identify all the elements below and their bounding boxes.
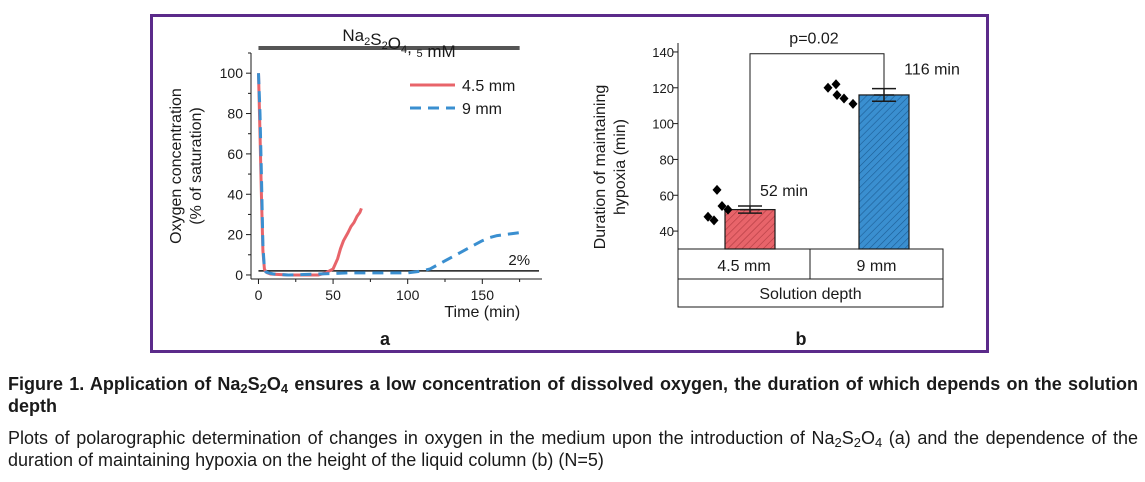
y-axis-label-b: Duration of maintaining [592, 85, 609, 250]
series-line-4-5-mm [257, 73, 363, 277]
x-axis-label: Time (min) [444, 304, 520, 321]
y-tick-label-b: 60 [660, 188, 674, 203]
data-point [832, 89, 842, 100]
data-point [839, 93, 849, 104]
caption-title-prefix: Figure 1. Application of Na [8, 374, 241, 394]
legend-label: 9 mm [462, 101, 502, 118]
x-tick-label: 150 [471, 287, 495, 303]
caption-body: Plots of polarographic determination of … [8, 428, 1138, 470]
caption-title: Figure 1. Application of Na2S2O4 ensures… [8, 374, 1138, 416]
y-tick-label-b: 40 [660, 224, 674, 239]
panel-label-b: b [796, 329, 807, 349]
data-point [709, 215, 719, 226]
legend-label: 4.5 mm [462, 78, 515, 95]
data-point [831, 79, 841, 90]
data-point [723, 204, 733, 215]
x-group-label: Solution depth [759, 286, 861, 303]
data-point [848, 98, 858, 109]
x-tick-label: 0 [255, 287, 263, 303]
data-point [703, 211, 713, 222]
y-axis-label-units: (% of saturation) [188, 107, 205, 224]
y-tick-label: 0 [235, 267, 243, 283]
value-label: 116 min [904, 62, 960, 79]
figure-frame: Na2S2O4, 5 mM 0 20 40 60 80 100 0 50 100 150 Time (… [150, 14, 989, 353]
bar-4-5-mm [724, 208, 776, 250]
y-tick-label: 20 [227, 227, 243, 243]
data-point [823, 82, 833, 93]
panel-b-hypoxia-bar-chart: 40 60 80 100 120 140 Duration of maintaining hy… [592, 31, 960, 349]
header-label: Na2S2O4, 5 mM [342, 26, 455, 61]
caption-body-prefix: Plots of polarographic determination of … [8, 428, 835, 448]
y-tick-label-b: 140 [652, 45, 674, 60]
bar-9-mm [858, 94, 910, 250]
data-point [712, 184, 722, 195]
y-tick-label-b: 100 [652, 117, 674, 132]
y-tick-label-b: 80 [660, 152, 674, 167]
y-tick-label: 100 [220, 65, 244, 81]
x-tick-label: 100 [396, 287, 420, 303]
x-tick-label: 50 [325, 287, 341, 303]
y-tick-label-b: 120 [652, 81, 674, 96]
y-axis-label-b-units: hypoxia (min) [612, 119, 629, 215]
data-point [717, 201, 727, 212]
value-label: 52 min [760, 183, 808, 200]
y-tick-label: 40 [227, 186, 243, 202]
significance-label: p=0.02 [789, 31, 838, 48]
caption-body-suffix: (a) and the dependence of the duration o… [8, 428, 1138, 470]
caption-title-suffix: ensures a low concentration of dissolved… [8, 374, 1138, 416]
panel-label-a: a [380, 329, 391, 349]
y-axis-label: Oxygen concentration [168, 88, 185, 244]
category-label: 4.5 mm [717, 258, 770, 275]
significance-bracket [749, 53, 885, 207]
y-tick-label: 60 [227, 146, 243, 162]
category-label: 9 mm [857, 258, 897, 275]
threshold-label: 2% [508, 252, 530, 269]
y-tick-label: 80 [227, 106, 243, 122]
